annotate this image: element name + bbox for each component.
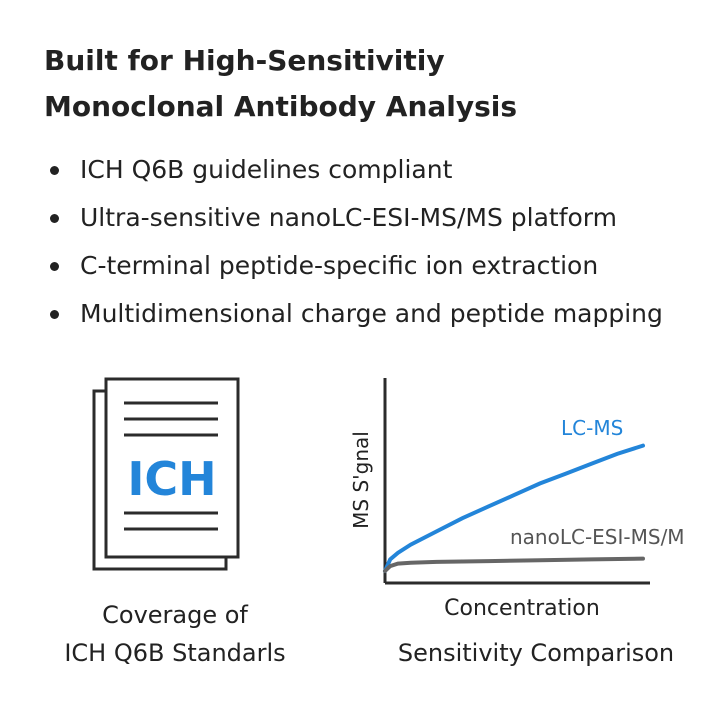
- chart-caption: Sensitivity Comparison: [397, 639, 675, 667]
- series-label-nanolc: nanoLC-ESI-MS/M: [510, 525, 685, 549]
- ich-caption: Coverage of ICH Q6B Standarls: [30, 596, 320, 672]
- x-axis-label: Concentration: [444, 596, 600, 621]
- title-line-2: Monoclonal Antibody Analysis: [44, 90, 518, 123]
- series-line-lc-ms: [383, 443, 645, 573]
- page-title: Built for High-Sensitivitiy Monoclonal A…: [44, 38, 517, 130]
- document-icon: ICH: [92, 377, 240, 571]
- series-line-nanolc: [383, 556, 645, 573]
- ich-caption-line-1: Coverage of: [102, 601, 248, 629]
- ich-caption-line-2: ICH Q6B Standarls: [64, 639, 286, 667]
- title-line-1: Built for High-Sensitivitiy: [44, 44, 445, 77]
- feature-item: ICH Q6B guidelines compliant: [44, 146, 663, 194]
- sensitivity-chart: MS S'gnal Concentration LC-MS nanoLC-ESI…: [349, 378, 685, 621]
- document-front-page: [104, 377, 240, 559]
- y-axis-label: MS S'gnal: [349, 431, 373, 529]
- document-text-lines: [124, 401, 218, 531]
- feature-item: Ultra-sensitive nanoLC-ESI-MS/MS platfor…: [44, 194, 663, 242]
- feature-item: C-terminal peptide-specific ion extracti…: [44, 242, 663, 290]
- feature-item: Multidimensional charge and peptide mapp…: [44, 290, 663, 338]
- ich-label: ICH: [127, 452, 216, 506]
- feature-list: ICH Q6B guidelines compliant Ultra-sensi…: [44, 146, 663, 338]
- series-label-lc-ms: LC-MS: [561, 416, 623, 440]
